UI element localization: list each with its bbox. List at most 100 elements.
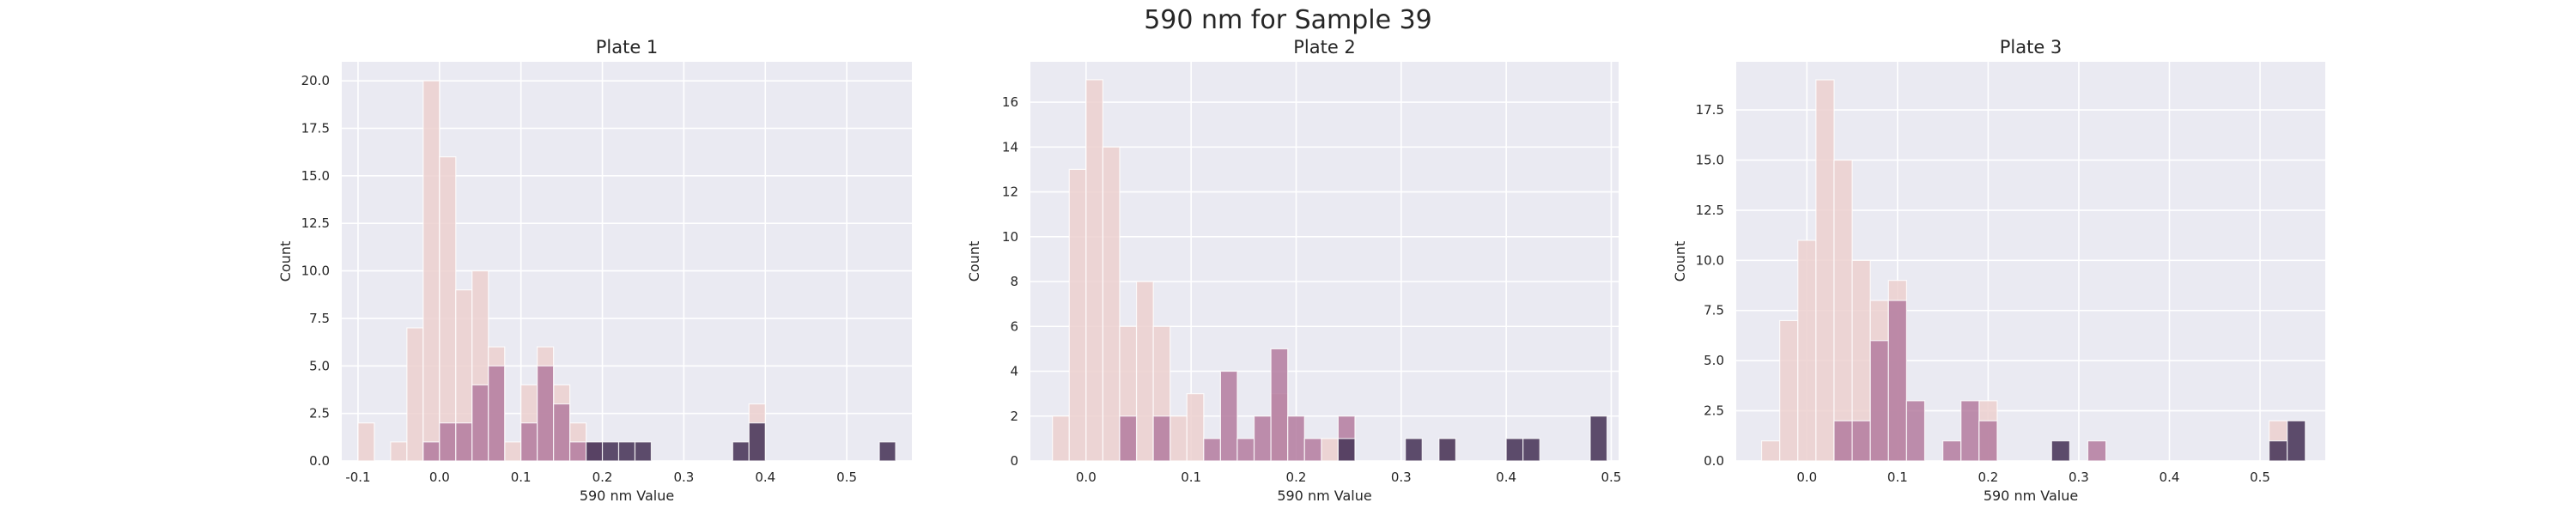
histogram-bar (878, 441, 896, 462)
histogram-bar (1978, 420, 1998, 462)
histogram-bar (601, 441, 620, 462)
histogram-bar (1815, 79, 1835, 462)
histogram-bar (1270, 348, 1289, 462)
histogram-bar (568, 441, 587, 462)
x-tick-label: 0.1 (511, 470, 532, 485)
histogram-bar (1851, 420, 1871, 462)
y-tick-label: 17.5 (1696, 102, 1724, 118)
histogram-bar (1438, 438, 1457, 462)
histogram-bar (1186, 393, 1205, 462)
y-tick-label: 5.0 (1704, 353, 1724, 368)
x-tick-label: 0.3 (1391, 470, 1412, 485)
histogram-bar (537, 365, 555, 462)
histogram-bar (1170, 415, 1188, 462)
y-tick-label: 0 (1010, 453, 1018, 469)
y-tick-label: 6 (1010, 318, 1018, 334)
subplot-title: Plate 3 (2000, 37, 2063, 58)
histogram-bar (634, 441, 653, 462)
y-tick-label: 20.0 (301, 73, 330, 88)
y-tick-label: 7.5 (1704, 303, 1724, 318)
histogram-bar (2050, 440, 2070, 462)
y-tick-label: 16 (1002, 94, 1018, 110)
x-axis-label: 590 nm Value (1984, 488, 2078, 504)
y-tick-label: 15.0 (301, 168, 330, 184)
histogram-bar (2268, 440, 2288, 462)
histogram-bar (1321, 438, 1340, 462)
x-tick-label: 0.0 (1796, 470, 1817, 485)
histogram-bar (1779, 319, 1799, 462)
histogram-bar (422, 441, 440, 462)
x-tick-label: 0.4 (1496, 470, 1516, 485)
histogram-bar (1522, 438, 1540, 462)
histogram-bar (748, 422, 766, 462)
y-tick-label: 10 (1002, 229, 1018, 245)
histogram-bar (1760, 440, 1781, 462)
y-axis-label: Count (966, 241, 982, 282)
y-tick-label: 12.5 (1696, 203, 1724, 218)
histogram-bar (1869, 340, 1889, 462)
x-tick-label: 0.2 (592, 470, 613, 485)
histogram-bar (422, 80, 440, 462)
x-tick-label: 0.5 (836, 470, 857, 485)
x-axis-label: 590 nm Value (580, 488, 674, 504)
histogram-bar (585, 441, 604, 462)
subplot-title: Plate 1 (596, 37, 659, 58)
histogram-bar (1287, 415, 1305, 462)
histogram-bar (1068, 168, 1087, 462)
x-tick-label: -0.1 (345, 470, 370, 485)
x-tick-label: 0.4 (2160, 470, 2180, 485)
y-tick-label: 10.0 (301, 264, 330, 279)
y-tick-label: 15.0 (1696, 152, 1724, 167)
histogram-bar (1905, 400, 1926, 462)
figure-title: 590 nm for Sample 39 (1144, 5, 1432, 35)
histogram-bar (1405, 438, 1423, 462)
histogram-bar (1505, 438, 1524, 462)
y-tick-label: 2.5 (1704, 403, 1724, 419)
histogram-bar (357, 422, 375, 462)
histogram-bar (439, 156, 457, 462)
histogram-bar (406, 327, 424, 462)
y-tick-label: 0.0 (1704, 453, 1724, 469)
histogram-bar (1203, 438, 1222, 462)
y-tick-label: 12.5 (301, 215, 330, 231)
histogram-bar (1152, 415, 1171, 462)
histogram-bar (1219, 370, 1238, 462)
y-tick-label: 14 (1002, 139, 1018, 154)
y-tick-label: 12 (1002, 185, 1018, 200)
y-tick-label: 4 (1010, 364, 1018, 379)
histogram-bar (1236, 438, 1255, 462)
histogram-bar (1887, 300, 1908, 462)
histogram-bar (2087, 440, 2107, 462)
histogram-bar (455, 422, 473, 462)
y-tick-label: 7.5 (309, 311, 330, 326)
histogram-bar (1052, 415, 1070, 462)
histogram-bar (504, 441, 522, 462)
histogram-bar (520, 422, 538, 462)
histogram-bar (732, 441, 750, 462)
x-tick-label: 0.4 (755, 470, 775, 485)
x-tick-label: 0.3 (673, 470, 694, 485)
histogram-bar (1119, 415, 1138, 462)
y-tick-label: 10.0 (1696, 252, 1724, 268)
x-tick-label: 0.5 (1601, 470, 1622, 485)
histogram-bar (471, 384, 489, 462)
x-tick-label: 0.0 (429, 470, 450, 485)
y-tick-label: 17.5 (301, 121, 330, 136)
histogram-bar (1253, 415, 1272, 462)
histogram-bar (1833, 159, 1853, 462)
histogram-bar (1960, 400, 1980, 462)
histogram-bar (1303, 438, 1322, 462)
histogram-bar (1337, 438, 1356, 462)
y-tick-label: 5.0 (309, 358, 330, 373)
y-axis-label: Count (277, 241, 294, 282)
x-tick-label: 0.1 (1887, 470, 1908, 485)
histogram-bar (1589, 415, 1608, 462)
y-tick-label: 0.0 (309, 453, 330, 469)
x-tick-label: 0.0 (1076, 470, 1097, 485)
panel-plate-3: 0.0 0.1 0.2 0.3 0.4 0.5 0.0 2.5 5.0 7.5 10.0 12.5 15… (1672, 37, 2325, 504)
y-tick-label: 2.5 (309, 406, 330, 421)
histogram-bar (2287, 420, 2306, 462)
histogram-bar (1797, 239, 1817, 462)
